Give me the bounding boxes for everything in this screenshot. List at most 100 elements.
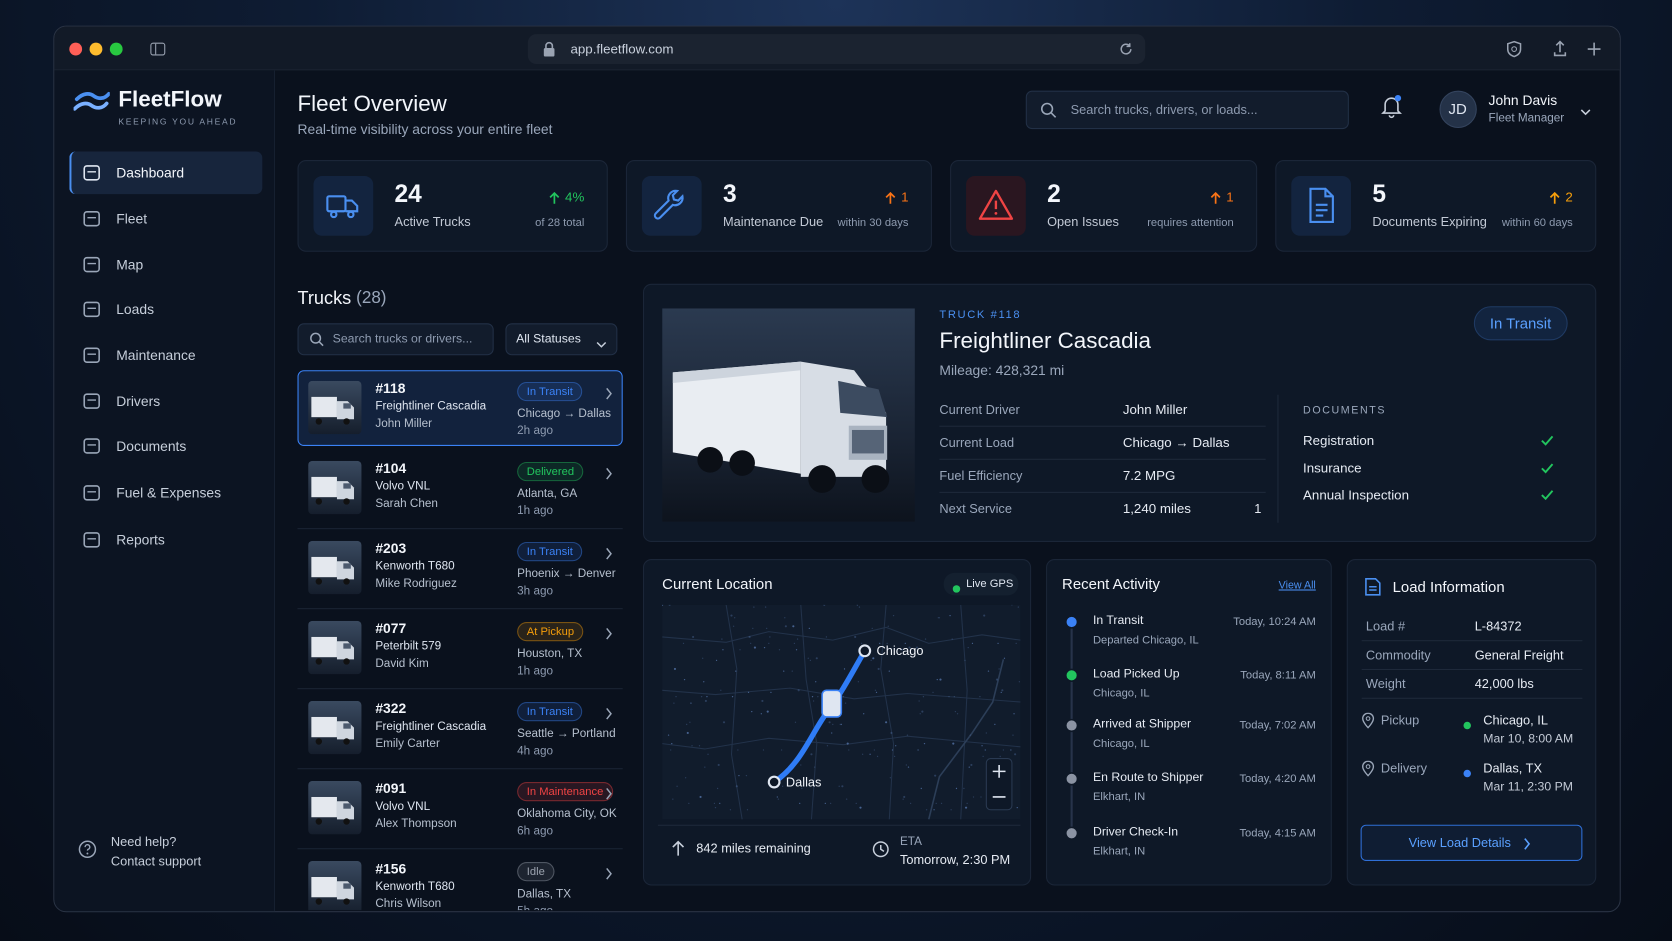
icon-shape <box>1362 760 1375 777</box>
activity-dot <box>1064 826 1079 841</box>
icon-shape <box>1210 191 1221 204</box>
spec-value: John Miller <box>1122 402 1188 418</box>
live-gps: Live GPS <box>966 577 1014 590</box>
icon-shape <box>606 787 612 800</box>
icon-shape <box>767 775 781 789</box>
item-chevron <box>605 706 614 720</box>
icon-shape <box>682 642 685 644</box>
icon-shape <box>653 189 684 220</box>
truck-search[interactable] <box>297 323 494 356</box>
icon-shape <box>745 774 748 777</box>
icon-shape <box>343 418 350 425</box>
icon-shape <box>1064 615 1079 629</box>
icon-shape <box>1362 760 1375 777</box>
icon-shape <box>1015 642 1017 644</box>
icon-shape <box>343 403 351 409</box>
icon-shape <box>1587 42 1601 56</box>
spec-separator <box>939 491 1266 493</box>
detail-divider <box>1277 394 1279 523</box>
stat-note: of 28 total <box>535 216 585 230</box>
icon-shape <box>315 578 323 585</box>
icon-shape <box>676 785 678 787</box>
nav-label: Maintenance <box>116 347 196 364</box>
icon-shape <box>935 802 937 805</box>
icon-shape <box>857 681 860 683</box>
icon-shape <box>811 696 814 698</box>
item-chevron <box>605 786 614 800</box>
icon-shape <box>952 585 961 593</box>
icon-shape <box>747 691 750 694</box>
icon-shape <box>596 341 607 348</box>
icon-shape <box>963 787 965 790</box>
truck-id: #091 <box>375 780 407 797</box>
icon-shape <box>704 699 707 703</box>
status-filter-label: All Statuses <box>516 332 581 346</box>
icon-shape <box>714 807 717 809</box>
icon-shape <box>684 777 687 779</box>
eta-label: ETA <box>899 835 922 849</box>
load-row-value: General Freight <box>1474 647 1564 663</box>
truck-model: Freightliner Cascadia <box>375 400 487 413</box>
detail-status: In Transit <box>1473 306 1568 341</box>
help-link[interactable]: Contact support <box>110 853 202 869</box>
stat-note: requires attention <box>1147 216 1234 230</box>
icon-shape <box>661 603 664 606</box>
icon-shape <box>886 642 888 644</box>
document-name: Annual Inspection <box>1303 487 1409 503</box>
icon-shape <box>748 635 751 639</box>
truck-location: Chicago → Dallas <box>517 407 612 421</box>
icon-shape <box>783 670 785 672</box>
activity-card <box>1046 559 1332 886</box>
icon-shape <box>345 199 359 213</box>
icon-shape <box>1064 668 1079 683</box>
icon-shape <box>311 876 337 898</box>
truck-location: Phoenix → Denver <box>517 567 616 581</box>
icon-shape <box>1580 109 1591 116</box>
icon-shape <box>876 755 879 758</box>
nav-icon <box>82 300 101 319</box>
truck-model: Volvo VNL <box>375 480 431 493</box>
icon-shape <box>1001 689 1004 692</box>
icon-shape <box>994 211 998 215</box>
nav-label: Loads <box>116 301 154 318</box>
icon-shape <box>766 627 768 630</box>
truck-search-placeholder: Search trucks or drivers... <box>332 332 473 346</box>
icon-shape <box>72 101 109 111</box>
icon-shape <box>1064 826 1079 840</box>
url-bar[interactable] <box>527 34 1146 65</box>
icon-shape <box>821 689 843 718</box>
icon-shape <box>84 844 91 851</box>
stat-change: 1 <box>885 190 908 205</box>
icon-shape <box>697 447 723 473</box>
map-origin: Chicago <box>876 643 924 659</box>
nav-icon <box>82 483 101 502</box>
icon-shape <box>808 465 836 493</box>
truck-location: Seattle → Portland <box>517 727 616 741</box>
view-all-link[interactable]: View All <box>1278 579 1316 592</box>
icon-shape <box>343 578 350 585</box>
truck-location: Atlanta, GA <box>517 487 578 501</box>
icon-shape <box>1381 94 1402 119</box>
status-filter[interactable] <box>505 323 618 356</box>
item-separator <box>297 608 623 610</box>
icon-shape <box>841 785 844 788</box>
icon-shape <box>965 806 968 809</box>
traffic-lights <box>66 41 126 58</box>
icon-shape <box>1064 615 1079 629</box>
icon-shape <box>1120 43 1132 55</box>
icon-shape <box>83 347 100 364</box>
icon-shape <box>984 749 986 751</box>
icon-shape <box>872 841 889 858</box>
truck-image <box>662 308 915 522</box>
icon-shape <box>1064 668 1079 683</box>
stat-note: within 60 days <box>1501 216 1573 230</box>
icon-shape <box>606 547 612 560</box>
icon-shape <box>543 41 555 57</box>
global-search[interactable] <box>1025 90 1349 130</box>
activity-time: Today, 10:24 AM <box>1233 615 1316 629</box>
icon-shape <box>308 780 362 835</box>
nav-label: Documents <box>116 437 187 454</box>
view-load-button[interactable] <box>1360 824 1583 861</box>
icon-shape <box>840 723 842 726</box>
icon-shape <box>1011 604 1013 606</box>
